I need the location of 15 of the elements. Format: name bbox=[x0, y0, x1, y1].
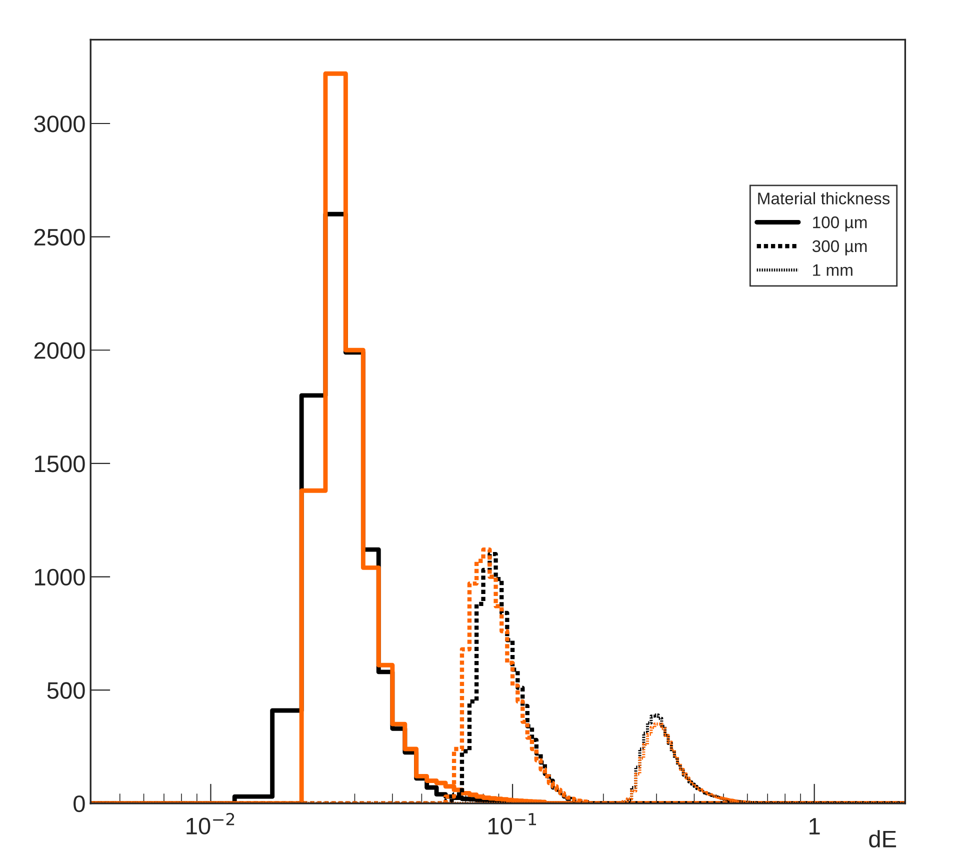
y-tick-label: 1500 bbox=[35, 456, 85, 472]
legend-label: 100 µm bbox=[813, 216, 867, 232]
x-tick-label: 1 bbox=[810, 818, 820, 834]
y-tick-label: 500 bbox=[47, 682, 85, 699]
x-tick-label: 10$^{−2}$ bbox=[186, 812, 234, 834]
legend-title: Material thickness bbox=[758, 192, 890, 204]
y-tick-label: 3000 bbox=[34, 116, 85, 132]
y-tick-label: 0 bbox=[74, 795, 85, 812]
y-tick-label: 1000 bbox=[35, 568, 85, 586]
y-tick-label: 2500 bbox=[34, 228, 85, 246]
legend-label: 300 µm bbox=[812, 240, 867, 256]
x-axis-title: dE bbox=[869, 830, 896, 848]
y-tick-label: 2000 bbox=[34, 342, 85, 359]
x-tick-label: 10$^{−1}$ bbox=[488, 813, 536, 834]
legend-label: 1 mm bbox=[813, 264, 852, 276]
